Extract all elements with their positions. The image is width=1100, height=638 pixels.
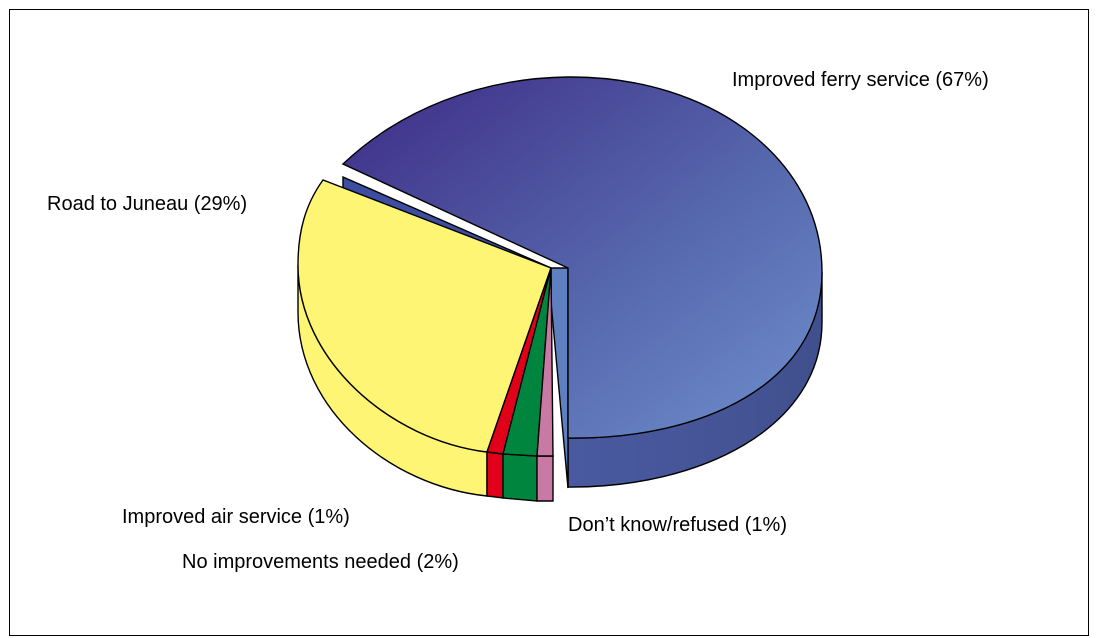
label-dk: Don’t know/refused (1%) xyxy=(568,514,787,536)
label-road: Road to Juneau (29%) xyxy=(47,193,247,215)
label-ferry: Improved ferry service (67%) xyxy=(732,69,989,91)
label-air: Improved air service (1%) xyxy=(122,506,350,528)
slice-dk-side xyxy=(536,455,554,502)
label-noimp: No improvements needed (2%) xyxy=(182,551,459,573)
slice-road-top xyxy=(297,179,552,453)
slice-noimp-side xyxy=(502,453,538,502)
slice-air-side xyxy=(486,451,504,499)
slice-dk-top xyxy=(536,267,554,457)
slice-ferry-top xyxy=(341,76,823,439)
